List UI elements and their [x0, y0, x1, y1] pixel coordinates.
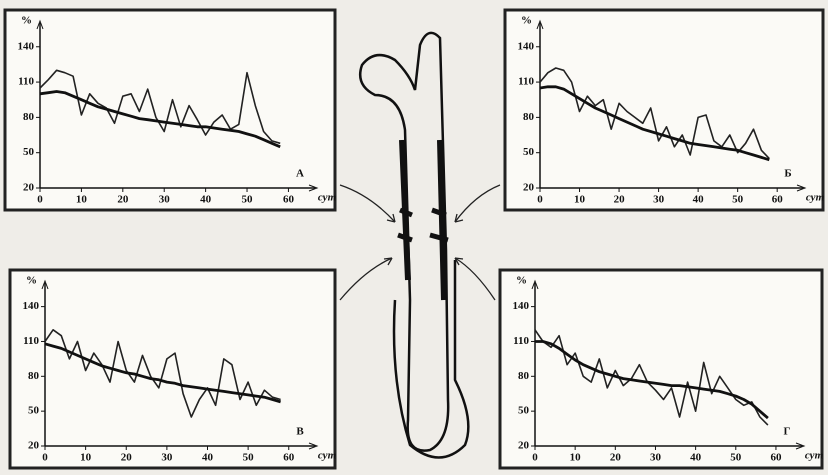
y-tick-label: 20: [518, 440, 530, 452]
x-tick-label: 20: [610, 452, 622, 464]
x-tick-label: 60: [770, 452, 782, 464]
chart-panel: 20 50 80 110 140 0 10 20 30 40 50 60% сут А: [5, 10, 337, 210]
y-tick-label: 20: [23, 182, 35, 194]
panel-letter: В: [296, 426, 304, 438]
x-tick-label: 30: [650, 452, 662, 464]
x-tick-label: 20: [117, 194, 129, 206]
figure: 20 50 80 110 140 0 10 20 30 40 50 60% сут А 20 50 80 110 1…: [0, 0, 828, 475]
x-tick-label: 20: [614, 194, 626, 206]
x-tick-label: 0: [37, 194, 43, 206]
y-tick-label: 50: [23, 146, 35, 158]
panel-frame: [505, 10, 823, 210]
x-tick-label: 10: [570, 452, 582, 464]
x-tick-label: 50: [243, 452, 255, 464]
y-tick-label: 80: [23, 111, 35, 123]
y-tick-label: 20: [28, 440, 40, 452]
x-tick-label: 40: [693, 194, 705, 206]
x-tick-label: 10: [80, 452, 92, 464]
panel-frame: [500, 270, 822, 468]
panel-letter: Б: [784, 168, 791, 180]
x-axis-label: сут: [806, 192, 825, 204]
panel-letter: А: [296, 168, 304, 180]
chart-panel: 20 50 80 110 140 0 10 20 30 40 50 60% сут Б: [505, 10, 825, 210]
x-tick-label: 60: [283, 452, 295, 464]
x-tick-label: 50: [730, 452, 742, 464]
y-tick-label: 140: [23, 300, 40, 312]
x-tick-label: 10: [76, 194, 88, 206]
x-tick-label: 40: [200, 194, 212, 206]
y-tick-label: 50: [28, 405, 40, 417]
y-tick-label: 110: [518, 76, 534, 88]
panel-frame: [10, 270, 335, 468]
x-tick-label: 40: [690, 452, 702, 464]
x-axis-label: сут: [318, 450, 337, 462]
y-tick-label: 80: [523, 111, 535, 123]
y-tick-label: 50: [518, 405, 530, 417]
y-tick-label: 20: [523, 182, 535, 194]
x-tick-label: 50: [732, 194, 744, 206]
chart-panel: 20 50 80 110 140 0 10 20 30 40 50 60% сут Г: [500, 270, 824, 468]
x-tick-label: 60: [772, 194, 784, 206]
y-tick-label: 110: [23, 335, 39, 347]
x-tick-label: 20: [121, 452, 133, 464]
x-tick-label: 0: [537, 194, 543, 206]
x-tick-label: 30: [161, 452, 173, 464]
y-tick-label: 140: [513, 300, 530, 312]
y-tick-label: 80: [518, 370, 530, 382]
x-axis-label: сут: [318, 192, 337, 204]
y-tick-label: 50: [523, 146, 535, 158]
y-tick-label: 140: [518, 40, 535, 52]
y-tick-label: 80: [28, 370, 40, 382]
x-tick-label: 30: [653, 194, 665, 206]
x-tick-label: 40: [202, 452, 214, 464]
panel-letter: Г: [784, 426, 791, 438]
y-axis-label: %: [21, 15, 32, 27]
y-axis-label: %: [26, 275, 37, 287]
x-tick-label: 0: [532, 452, 538, 464]
x-axis-label: сут: [805, 450, 824, 462]
x-tick-label: 30: [159, 194, 171, 206]
y-tick-label: 140: [18, 40, 35, 52]
x-tick-label: 0: [42, 452, 48, 464]
y-axis-label: %: [516, 275, 527, 287]
x-tick-label: 50: [242, 194, 254, 206]
y-tick-label: 110: [513, 335, 529, 347]
chart-panel: 20 50 80 110 140 0 10 20 30 40 50 60% сут В: [10, 270, 337, 468]
y-tick-label: 110: [18, 76, 34, 88]
x-tick-label: 10: [574, 194, 586, 206]
y-axis-label: %: [521, 15, 532, 27]
x-tick-label: 60: [283, 194, 295, 206]
